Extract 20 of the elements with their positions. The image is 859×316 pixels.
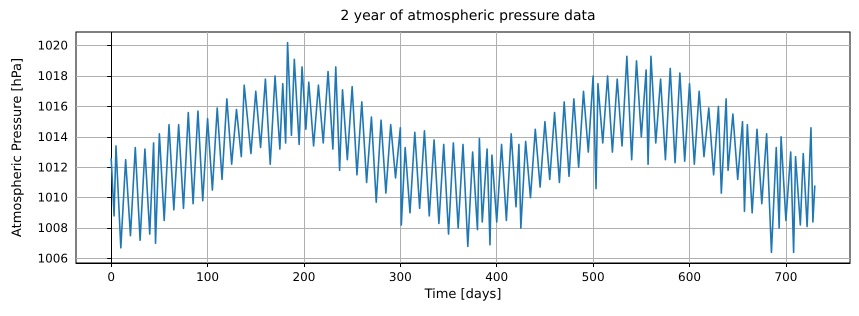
x-tick-label: 600 <box>678 270 701 284</box>
x-tick-label: 400 <box>485 270 508 284</box>
x-tick-label: 700 <box>774 270 798 284</box>
x-tick-label: 500 <box>582 270 605 284</box>
x-tick-label: 200 <box>292 270 316 284</box>
x-axis-title: Time [days] <box>424 287 502 302</box>
y-tick-label: 1016 <box>37 99 68 114</box>
y-tick-label: 1012 <box>37 160 68 174</box>
line-series <box>110 42 816 254</box>
x-tick-label: 300 <box>388 270 412 284</box>
x-tick-label: 100 <box>196 270 220 284</box>
y-tick-label: 1006 <box>37 251 68 266</box>
x-tick-label: 0 <box>107 270 115 284</box>
y-tick-label: 1020 <box>37 38 68 53</box>
y-tick-label: 1014 <box>37 130 68 144</box>
y-tick-label: 1010 <box>37 190 68 205</box>
chart-title: 2 year of atmospheric pressure data <box>340 8 596 24</box>
y-tick-label: 1018 <box>37 69 68 84</box>
y-tick-label: 1008 <box>37 221 68 236</box>
y-axis-title: Atmospheric Pressure [hPa] <box>10 58 25 238</box>
